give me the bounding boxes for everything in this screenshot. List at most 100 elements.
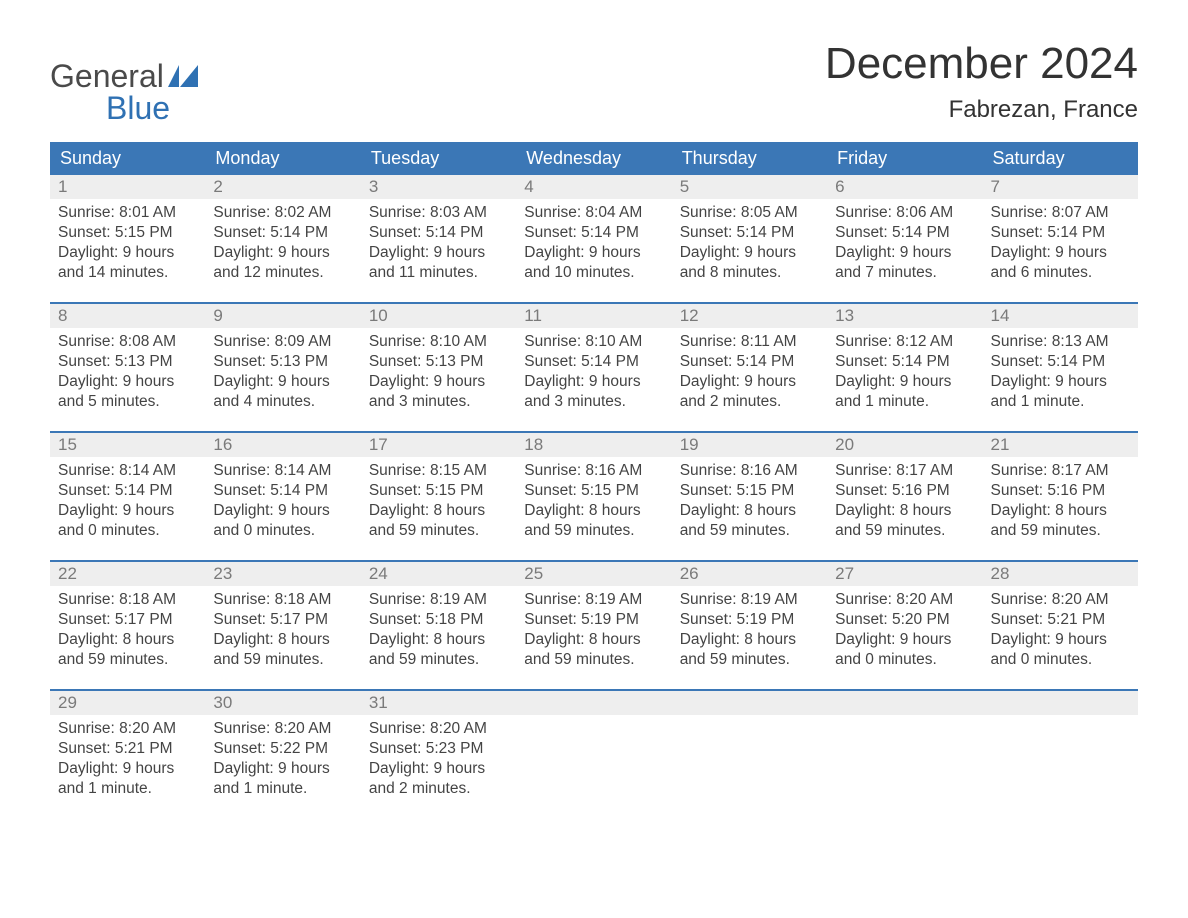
day-info: Sunrise: 8:16 AMSunset: 5:15 PMDaylight:… [516,457,671,552]
day-header: Friday [827,142,982,175]
calendar-day [983,691,1138,819]
day-info: Sunrise: 8:13 AMSunset: 5:14 PMDaylight:… [983,328,1138,423]
sunset-line: Sunset: 5:13 PM [58,352,197,372]
day-info: Sunrise: 8:14 AMSunset: 5:14 PMDaylight:… [205,457,360,552]
calendar-day: 19Sunrise: 8:16 AMSunset: 5:15 PMDayligh… [672,433,827,561]
logo-flag-icon [168,60,198,92]
calendar-day: 27Sunrise: 8:20 AMSunset: 5:20 PMDayligh… [827,562,982,690]
sunrise-line: Sunrise: 8:08 AM [58,332,197,352]
sunset-line: Sunset: 5:14 PM [680,223,819,243]
sunrise-line: Sunrise: 8:10 AM [524,332,663,352]
day-number: 18 [516,433,671,457]
day-number: 1 [50,175,205,199]
sunrise-line: Sunrise: 8:11 AM [680,332,819,352]
daylight-line-2: and 11 minutes. [369,263,508,283]
calendar-day: 3Sunrise: 8:03 AMSunset: 5:14 PMDaylight… [361,175,516,303]
daylight-line-2: and 0 minutes. [835,650,974,670]
calendar-day: 17Sunrise: 8:15 AMSunset: 5:15 PMDayligh… [361,433,516,561]
sunrise-line: Sunrise: 8:15 AM [369,461,508,481]
calendar-day: 16Sunrise: 8:14 AMSunset: 5:14 PMDayligh… [205,433,360,561]
day-number: 30 [205,691,360,715]
calendar-day: 28Sunrise: 8:20 AMSunset: 5:21 PMDayligh… [983,562,1138,690]
day-number: 5 [672,175,827,199]
daylight-line-1: Daylight: 9 hours [524,372,663,392]
daylight-line-2: and 59 minutes. [369,650,508,670]
daylight-line-2: and 6 minutes. [991,263,1130,283]
day-info: Sunrise: 8:20 AMSunset: 5:21 PMDaylight:… [50,715,205,810]
sunrise-line: Sunrise: 8:10 AM [369,332,508,352]
calendar-day: 14Sunrise: 8:13 AMSunset: 5:14 PMDayligh… [983,304,1138,432]
calendar-day: 7Sunrise: 8:07 AMSunset: 5:14 PMDaylight… [983,175,1138,303]
day-info: Sunrise: 8:01 AMSunset: 5:15 PMDaylight:… [50,199,205,294]
sunset-line: Sunset: 5:14 PM [524,223,663,243]
daylight-line-2: and 2 minutes. [680,392,819,412]
sunset-line: Sunset: 5:15 PM [524,481,663,501]
sunrise-line: Sunrise: 8:05 AM [680,203,819,223]
sunrise-line: Sunrise: 8:19 AM [524,590,663,610]
sunset-line: Sunset: 5:17 PM [58,610,197,630]
daylight-line-2: and 0 minutes. [991,650,1130,670]
title-block: December 2024 Fabrezan, France [825,40,1138,124]
calendar-day: 22Sunrise: 8:18 AMSunset: 5:17 PMDayligh… [50,562,205,690]
calendar-day: 13Sunrise: 8:12 AMSunset: 5:14 PMDayligh… [827,304,982,432]
daylight-line-1: Daylight: 9 hours [991,630,1130,650]
day-info: Sunrise: 8:02 AMSunset: 5:14 PMDaylight:… [205,199,360,294]
day-number: 13 [827,304,982,328]
day-header-row: Sunday Monday Tuesday Wednesday Thursday… [50,142,1138,175]
sunset-line: Sunset: 5:14 PM [58,481,197,501]
sunset-line: Sunset: 5:19 PM [524,610,663,630]
sunset-line: Sunset: 5:14 PM [835,352,974,372]
sunrise-line: Sunrise: 8:02 AM [213,203,352,223]
sunrise-line: Sunrise: 8:17 AM [835,461,974,481]
sunset-line: Sunset: 5:14 PM [835,223,974,243]
daylight-line-2: and 2 minutes. [369,779,508,799]
day-number: 7 [983,175,1138,199]
daylight-line-2: and 10 minutes. [524,263,663,283]
day-info: Sunrise: 8:10 AMSunset: 5:14 PMDaylight:… [516,328,671,423]
day-header: Saturday [983,142,1138,175]
calendar-day: 2Sunrise: 8:02 AMSunset: 5:14 PMDaylight… [205,175,360,303]
daylight-line-2: and 0 minutes. [58,521,197,541]
day-info: Sunrise: 8:10 AMSunset: 5:13 PMDaylight:… [361,328,516,423]
calendar-day: 1Sunrise: 8:01 AMSunset: 5:15 PMDaylight… [50,175,205,303]
logo-text-2: Blue [50,92,198,124]
day-header: Sunday [50,142,205,175]
day-number: 31 [361,691,516,715]
day-number: 16 [205,433,360,457]
sunrise-line: Sunrise: 8:04 AM [524,203,663,223]
daylight-line-2: and 59 minutes. [524,521,663,541]
logo: General Blue [50,40,198,124]
daylight-line-2: and 59 minutes. [680,521,819,541]
day-info: Sunrise: 8:14 AMSunset: 5:14 PMDaylight:… [50,457,205,552]
calendar-day: 9Sunrise: 8:09 AMSunset: 5:13 PMDaylight… [205,304,360,432]
day-number: 10 [361,304,516,328]
day-info: Sunrise: 8:17 AMSunset: 5:16 PMDaylight:… [827,457,982,552]
sunset-line: Sunset: 5:14 PM [369,223,508,243]
day-info: Sunrise: 8:09 AMSunset: 5:13 PMDaylight:… [205,328,360,423]
calendar-day: 5Sunrise: 8:05 AMSunset: 5:14 PMDaylight… [672,175,827,303]
sunset-line: Sunset: 5:13 PM [213,352,352,372]
calendar-day: 26Sunrise: 8:19 AMSunset: 5:19 PMDayligh… [672,562,827,690]
sunset-line: Sunset: 5:14 PM [524,352,663,372]
sunset-line: Sunset: 5:19 PM [680,610,819,630]
daylight-line-2: and 1 minute. [991,392,1130,412]
sunset-line: Sunset: 5:16 PM [835,481,974,501]
daylight-line-1: Daylight: 9 hours [369,759,508,779]
daylight-line-1: Daylight: 9 hours [369,372,508,392]
calendar-day: 25Sunrise: 8:19 AMSunset: 5:19 PMDayligh… [516,562,671,690]
day-info: Sunrise: 8:11 AMSunset: 5:14 PMDaylight:… [672,328,827,423]
sunrise-line: Sunrise: 8:18 AM [58,590,197,610]
daylight-line-2: and 1 minute. [835,392,974,412]
daylight-line-2: and 0 minutes. [213,521,352,541]
day-info: Sunrise: 8:18 AMSunset: 5:17 PMDaylight:… [205,586,360,681]
daylight-line-1: Daylight: 9 hours [680,372,819,392]
sunrise-line: Sunrise: 8:20 AM [369,719,508,739]
sunset-line: Sunset: 5:14 PM [213,223,352,243]
daylight-line-1: Daylight: 9 hours [58,759,197,779]
day-number: 15 [50,433,205,457]
sunset-line: Sunset: 5:17 PM [213,610,352,630]
daylight-line-1: Daylight: 8 hours [680,501,819,521]
sunrise-line: Sunrise: 8:16 AM [524,461,663,481]
daylight-line-2: and 12 minutes. [213,263,352,283]
day-info: Sunrise: 8:20 AMSunset: 5:20 PMDaylight:… [827,586,982,681]
